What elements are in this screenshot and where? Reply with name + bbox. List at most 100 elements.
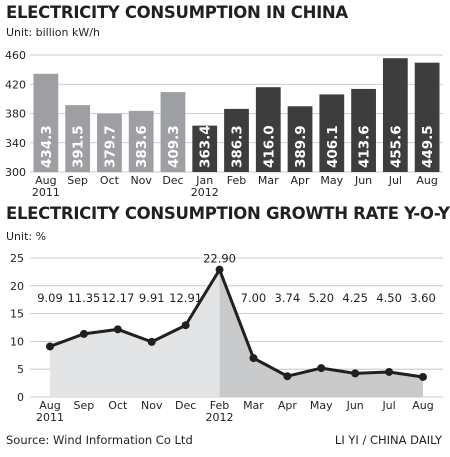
bar [414,62,440,172]
data-point [385,367,394,376]
bar-x-tick: Apr [291,174,311,187]
bar-x-tick: Feb [227,174,246,187]
bar [287,106,313,172]
line-x-tick-year: 2012 [206,411,234,424]
bar-y-tick: 420 [5,78,26,91]
data-label: 3.74 [275,291,301,305]
data-label: 12.91 [169,291,202,305]
data-label: 11.35 [67,291,100,305]
line-x-tick: Dec [175,399,196,412]
bar-value-label: 406.1 [325,125,341,168]
line-y-tick: 20 [10,280,24,293]
data-label: 5.20 [308,291,334,305]
line-area-2012 [219,269,423,397]
bar-x-tick: Aug [35,174,56,187]
line-chart-unit: Unit: % [6,230,47,243]
data-label: 22.90 [203,252,236,266]
bar-value-label: 391.5 [71,125,87,168]
data-label: 4.50 [376,291,402,305]
bar-y-tick: 300 [5,166,26,179]
line-y-tick: 10 [10,335,24,348]
data-point [113,325,122,334]
bar-value-label: 413.6 [357,125,373,168]
bar [65,105,91,172]
bar-value-label: 434.3 [39,125,55,168]
line-x-tick: Jun [346,399,364,412]
bar [224,108,249,172]
bar-x-tick: Nov [130,174,152,187]
line-x-tick: Aug [39,399,60,412]
line-x-tick: May [310,399,333,412]
bar-x-tick: May [320,174,343,187]
data-label: 3.60 [410,291,436,305]
bar-value-label: 389.9 [293,125,309,168]
data-point [181,321,190,330]
bar [128,110,154,172]
bar-x-tick-year: 2012 [191,186,219,199]
source-note: Source: Wind Information Co Ltd [6,433,193,447]
data-point [79,329,88,338]
data-point [46,342,54,351]
data-label: 7.00 [241,291,267,305]
bar-y-tick: 340 [5,137,26,150]
bar-x-tick: Dec [162,174,183,187]
bar-value-label: 386.3 [230,125,246,168]
data-label: 4.25 [342,291,368,305]
data-point [249,354,258,363]
bar-y-tick: 380 [5,108,26,121]
line-area-2011 [50,269,220,397]
line-x-tick: Nov [141,399,163,412]
data-point [351,369,360,378]
bar-value-label: 383.6 [134,125,150,168]
line-x-tick: Sep [74,399,95,412]
bar-value-label: 455.6 [388,125,404,168]
data-point [317,364,326,373]
line-x-tick: Apr [278,399,298,412]
line-chart-title: ELECTRICITY CONSUMPTION GROWTH RATE Y-O-… [6,204,450,223]
line-y-tick: 5 [17,363,24,376]
line-x-tick: Oct [108,399,128,412]
data-point [147,337,156,346]
line-x-tick: Feb [210,399,229,412]
bar-x-tick-year: 2011 [32,186,60,199]
series-line [49,268,424,379]
bar-value-label: 379.7 [102,125,118,168]
bar [382,58,408,172]
bar [255,87,281,172]
bar-x-tick: Jun [354,174,372,187]
data-label: 9.09 [37,291,63,305]
credit-note: LI YI / CHINA DAILY [334,433,442,447]
data-point [215,265,224,274]
bar-x-tick: Oct [100,174,120,187]
data-label: 12.17 [101,291,134,305]
bar [319,94,345,172]
bar [97,113,122,172]
bar-x-tick: Sep [67,174,88,187]
bar-x-tick: Aug [416,174,437,187]
line-x-tick: Mar [243,399,264,412]
bar-value-label: 416.0 [261,125,277,168]
bar-chart-unit: Unit: billion kW/h [6,26,100,39]
line-y-tick: 0 [17,391,24,404]
bar-x-tick: Jan [195,174,213,187]
bar-value-label: 449.5 [420,125,436,168]
bar-chart: 300340380420460434.3Aug2011391.5Sep379.7… [5,49,443,199]
line-y-tick: 15 [10,308,24,321]
bar [351,88,376,172]
bar-value-label: 363.4 [198,125,214,168]
bar-x-tick: Jul [388,174,402,187]
bar [33,73,59,172]
line-x-tick-year: 2011 [36,411,64,424]
line-y-tick: 25 [10,252,24,265]
bar-value-label: 409.3 [166,125,182,168]
bar-y-tick: 460 [5,49,26,62]
data-point [419,372,427,381]
data-label: 9.91 [139,291,165,305]
line-x-tick: Jul [381,399,395,412]
bar-chart-title: ELECTRICITY CONSUMPTION IN CHINA [6,3,348,22]
bar-x-tick: Mar [258,174,279,187]
line-x-tick: Aug [412,399,433,412]
bar [160,92,186,172]
data-point [283,372,292,381]
